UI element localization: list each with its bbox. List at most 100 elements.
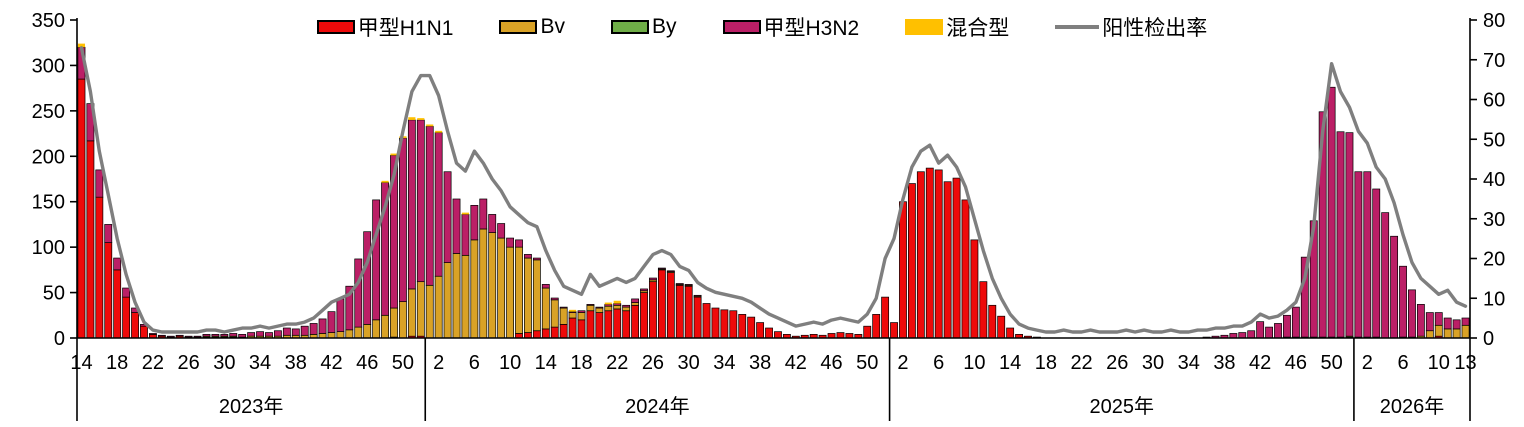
bar-segment <box>524 332 532 339</box>
bar-segment <box>532 257 541 261</box>
bar-segment <box>113 257 122 271</box>
right-axis-tick-label: 50 <box>1483 129 1505 151</box>
bar-segment <box>988 304 997 339</box>
bar-segment <box>649 281 657 339</box>
week-tick-label: 18 <box>1035 352 1057 374</box>
right-axis-tick-label: 10 <box>1483 288 1505 310</box>
bar-segment <box>631 298 640 303</box>
bar-segment <box>363 231 372 325</box>
legend-box-swatch <box>499 20 538 34</box>
bar-segment <box>1318 111 1327 338</box>
week-tick-label: 38 <box>749 352 771 374</box>
bar-segment <box>104 224 113 243</box>
bar-segment <box>613 300 621 304</box>
bar-segment <box>381 314 389 339</box>
week-tick-label: 42 <box>785 352 807 374</box>
bar-segment <box>577 310 586 313</box>
bar-segment <box>550 326 559 339</box>
bar-segment <box>390 307 398 338</box>
tick-marks <box>70 19 1477 421</box>
bar-segment <box>461 214 470 256</box>
bar-segment <box>1408 289 1416 338</box>
bar-segment <box>515 239 523 248</box>
bar-segment <box>1452 328 1461 339</box>
bar-segment <box>577 312 586 321</box>
bar-segment <box>497 237 506 339</box>
bar-segment <box>774 331 782 339</box>
left-axis-tick-label: 200 <box>32 146 65 168</box>
bar-segment <box>113 269 122 339</box>
bar-segment <box>1006 327 1015 339</box>
bar-segment <box>274 330 282 337</box>
bar-segment <box>997 315 1006 339</box>
legend-label: 阳性检出率 <box>1102 17 1208 40</box>
bar-segment <box>934 169 943 339</box>
legend-label: 混合型 <box>946 17 1010 40</box>
bar-segment <box>488 232 497 339</box>
bar-segment <box>569 309 577 312</box>
year-label: 2026年 <box>1380 395 1445 418</box>
bar-segment <box>95 196 104 339</box>
week-tick-label: 2 <box>897 352 908 374</box>
bar-segment <box>1274 323 1282 339</box>
week-tick-label: 38 <box>285 352 307 374</box>
bar-segment <box>425 284 434 339</box>
bar-segment <box>640 288 648 292</box>
week-tick-label: 22 <box>1070 352 1092 374</box>
bar-segment <box>1434 312 1443 326</box>
bar-segment <box>1434 324 1443 337</box>
week-tick-label: 50 <box>856 352 878 374</box>
bar-segment <box>399 301 407 339</box>
bar-segment <box>881 296 890 339</box>
bar-segment <box>1247 330 1256 339</box>
left-axis-tick-label: 150 <box>32 192 65 214</box>
bar-segment <box>640 292 648 339</box>
legend-box-swatch <box>722 20 761 34</box>
left-axis-tick-label: 250 <box>32 101 65 123</box>
bar-segment <box>1327 86 1336 338</box>
bar-segment <box>166 335 175 338</box>
bar-segment <box>693 294 702 297</box>
bar-segment <box>122 287 131 298</box>
bar-segment <box>550 297 559 301</box>
bar-segment <box>345 329 354 339</box>
bar-segment <box>568 311 577 313</box>
bar-segment <box>559 324 568 339</box>
left-axis-tick-label: 0 <box>54 328 65 350</box>
week-tick-label: 13 <box>1454 352 1476 374</box>
bar-segment <box>720 309 729 339</box>
bar-segment <box>265 332 273 337</box>
bar-segment <box>765 327 773 339</box>
bar-segment <box>524 257 532 333</box>
bar-segment <box>282 327 291 336</box>
week-tick-label: 50 <box>1320 352 1342 374</box>
bar-segment <box>961 199 970 339</box>
bar-segment <box>372 319 381 339</box>
week-tick-label: 10 <box>1428 352 1450 374</box>
week-tick-label: 34 <box>1178 352 1200 374</box>
bar-segment <box>577 319 586 339</box>
axis-labels: 0501001502002503003500102030405060708014… <box>32 10 1506 418</box>
bar-segment <box>684 284 693 286</box>
bar-segment <box>899 201 907 339</box>
week-tick-label: 10 <box>963 352 985 374</box>
bar-segment <box>684 285 693 339</box>
bar-segment <box>407 288 416 337</box>
bar-segment <box>1363 171 1372 338</box>
legend-box-swatch <box>611 20 649 34</box>
bar-segment <box>532 330 541 339</box>
bar-segment <box>559 307 568 325</box>
bar-segment <box>622 304 631 308</box>
legend-label: 甲型H3N2 <box>763 17 860 40</box>
bar-segment <box>443 171 452 263</box>
week-tick-label: 26 <box>1106 352 1128 374</box>
week-tick-label: 34 <box>249 352 271 374</box>
positive-rate-line <box>79 46 1468 334</box>
bar-segment <box>229 333 238 337</box>
week-tick-label: 42 <box>1249 352 1271 374</box>
left-axis-tick-label: 300 <box>32 55 65 77</box>
week-tick-label: 42 <box>320 352 342 374</box>
bar-segment <box>1425 312 1434 332</box>
bar-segment <box>702 303 711 339</box>
bar-segment <box>193 335 202 338</box>
